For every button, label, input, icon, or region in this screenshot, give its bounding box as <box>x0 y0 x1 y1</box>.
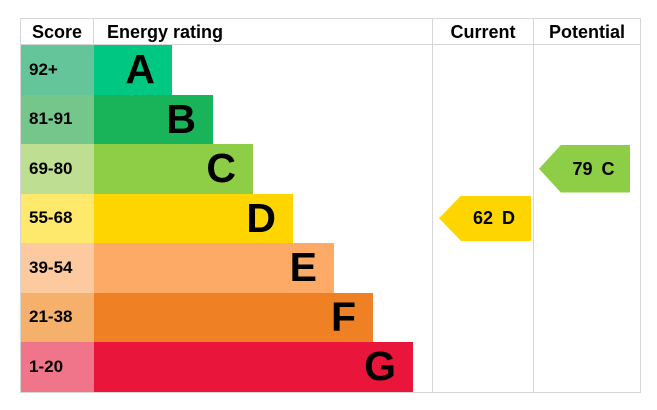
epc-rating-chart: Score Energy rating Current Potential 92… <box>20 18 641 393</box>
band-row-a: 92+ A <box>21 45 640 95</box>
potential-cell-g <box>534 342 640 392</box>
band-a-bar: A <box>94 45 172 95</box>
current-cell-b <box>433 94 534 144</box>
band-e-bar: E <box>94 243 334 293</box>
band-d-letter: D <box>246 194 276 241</box>
band-b-rating-cell: B <box>94 94 433 144</box>
potential-value: 79 <box>572 158 593 179</box>
current-cell-a <box>433 45 534 95</box>
band-d-score-label: 55-68 <box>29 208 73 228</box>
header-potential: Potential <box>548 21 625 42</box>
band-row-d: 55-68 D 62 D <box>21 193 640 244</box>
potential-cell-e <box>534 243 640 293</box>
band-c-score-cell: 69-80 <box>21 144 94 194</box>
band-g-bar: G <box>94 342 413 392</box>
band-f-rating-cell: F <box>94 292 433 342</box>
band-g-score-label: 1-20 <box>29 356 64 376</box>
current-cell-d: 62 D <box>433 193 534 243</box>
band-b-letter: B <box>166 95 196 142</box>
band-g-rating-cell: G <box>94 342 433 392</box>
header-energy-rating: Energy rating <box>94 19 433 44</box>
current-cell-g <box>433 342 534 392</box>
potential-cell-f <box>534 293 640 343</box>
header-score: Score <box>21 19 94 44</box>
band-f-letter: F <box>330 293 356 340</box>
band-f-bar: F <box>94 292 373 342</box>
band-row-b: 81-91 B <box>21 94 640 145</box>
band-d-bar: D <box>94 193 293 243</box>
band-b-score-label: 81-91 <box>29 109 73 129</box>
band-d-rating-cell: D <box>94 193 433 243</box>
band-c-letter: C <box>206 145 236 192</box>
potential-cell-a <box>534 45 640 95</box>
band-c-bar: C <box>94 144 253 194</box>
current-cell-e <box>433 243 534 293</box>
band-a-rating-cell: A <box>94 45 433 95</box>
band-e-letter: E <box>289 244 317 291</box>
band-f-score-label: 21-38 <box>29 307 73 327</box>
band-g-letter: G <box>364 343 396 390</box>
band-a-score-label: 92+ <box>29 59 58 79</box>
band-row-f: 21-38 F <box>21 292 640 343</box>
band-e-rating-cell: E <box>94 243 433 293</box>
current-rating-arrow: 62 D <box>439 195 531 241</box>
band-row-e: 39-54 E <box>21 243 640 293</box>
band-d-score-cell: 55-68 <box>21 193 94 243</box>
potential-letter: C <box>601 158 615 179</box>
current-cell-f <box>433 292 534 342</box>
band-b-bar: B <box>94 94 213 144</box>
band-f-score-cell: 21-38 <box>21 292 94 342</box>
band-row-g: 1-20 G <box>21 342 640 392</box>
band-c-rating-cell: C <box>94 144 433 194</box>
band-a-letter: A <box>125 46 155 93</box>
band-row-c: 69-80 C 79 C <box>21 144 640 194</box>
band-e-score-cell: 39-54 <box>21 243 94 293</box>
current-letter: D <box>502 208 516 229</box>
potential-cell-d <box>534 194 640 244</box>
current-value: 62 <box>472 208 494 229</box>
potential-cell-c: 79 C <box>534 144 640 194</box>
band-g-score-cell: 1-20 <box>21 342 94 392</box>
band-c-score-label: 69-80 <box>29 158 73 178</box>
header-current: Current <box>433 19 534 44</box>
potential-rating-arrow: 79 C <box>539 145 630 193</box>
band-e-score-label: 39-54 <box>29 257 73 277</box>
header-row: Score Energy rating Current Potential <box>21 19 640 45</box>
band-a-score-cell: 92+ <box>21 45 94 95</box>
band-b-score-cell: 81-91 <box>21 94 94 144</box>
potential-cell-b <box>534 95 640 145</box>
current-cell-c <box>433 144 534 194</box>
